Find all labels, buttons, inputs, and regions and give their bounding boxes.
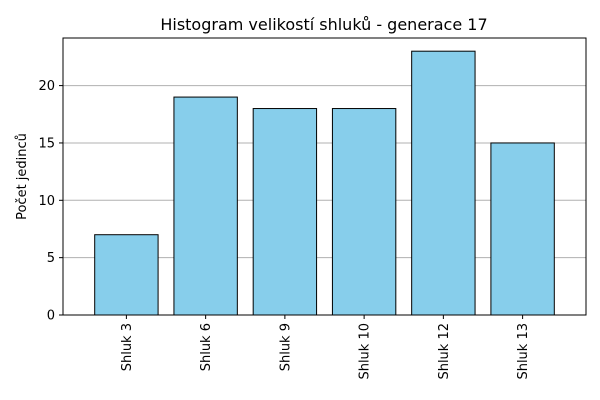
plot-frame [62, 37, 587, 316]
y-tick-label: 15 [38, 136, 55, 151]
x-tick-label: Shluk 10 [358, 323, 373, 380]
bar [490, 142, 555, 316]
x-tick-label: Shluk 13 [516, 323, 531, 380]
x-tick-label: Shluk 6 [199, 323, 214, 371]
y-axis-label: Počet jedinců [15, 133, 30, 220]
chart-title: Histogram velikostí shluků - generace 17 [160, 15, 487, 34]
y-tick-label: 20 [38, 79, 55, 94]
x-tick-label: Shluk 12 [437, 323, 452, 380]
bar [252, 108, 318, 316]
x-tick-label: Shluk 9 [278, 323, 293, 371]
bars [94, 50, 555, 316]
x-tick-label: Shluk 3 [120, 323, 135, 371]
bar [173, 96, 238, 316]
x-axis-ticks: Shluk 3 Shluk 6 Shluk 9 Shluk 10 Shluk 12 Shl… [120, 315, 531, 380]
y-tick-label: 5 [47, 251, 55, 266]
y-tick-label: 10 [38, 194, 55, 209]
bar [94, 234, 159, 316]
bar [331, 108, 397, 316]
y-axis-ticks: 0 5 10 15 20 [38, 79, 63, 324]
bar [411, 50, 476, 316]
y-tick-label: 0 [47, 309, 55, 324]
